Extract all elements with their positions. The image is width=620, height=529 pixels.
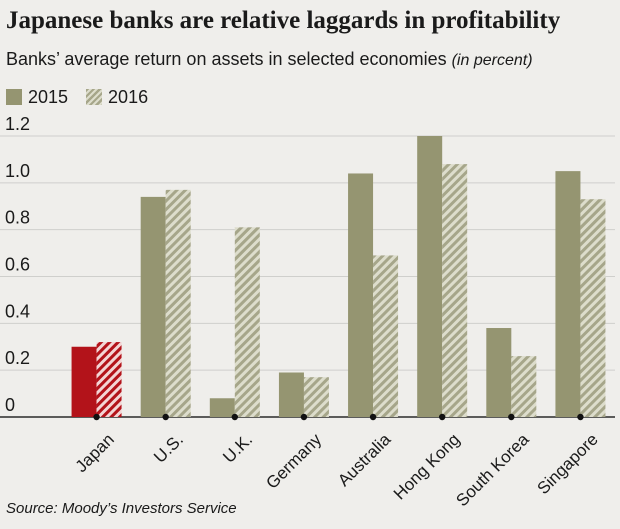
- legend-swatch-2016: [86, 89, 103, 105]
- bar-japan-2016: [96, 342, 122, 417]
- bar-australia-2016: [373, 255, 399, 417]
- legend-swatch-2015: [6, 89, 22, 105]
- legend-item-2015: 2015: [6, 86, 68, 108]
- y-tick-label: 0.2: [5, 348, 30, 368]
- bar-australia-2015: [348, 173, 374, 417]
- bar-hong-kong-2016: [442, 164, 468, 417]
- category-marker: [93, 413, 100, 421]
- legend-item-2016: 2016: [86, 86, 148, 108]
- category-markers: [93, 413, 584, 421]
- x-tick-label: U.K.: [219, 430, 256, 467]
- bars: [71, 136, 606, 417]
- y-axis-ticks: 0 0.2 0.4 0.6 0.8 1.0 1.2: [5, 114, 30, 415]
- legend-label-2016: 2016: [108, 87, 149, 107]
- category-marker: [369, 413, 377, 421]
- subtitle-text: Banks’ average return on assets in selec…: [6, 49, 447, 69]
- bar-u-s-2015: [140, 196, 166, 417]
- category-marker: [577, 413, 584, 421]
- bar-u-s-2016: [165, 189, 191, 417]
- x-tick-label: Australia: [334, 429, 395, 490]
- x-tick-label: Germany: [262, 430, 325, 493]
- y-tick-label: 1.2: [5, 114, 30, 134]
- category-marker: [162, 413, 169, 421]
- bar-singapore-2016: [580, 199, 606, 417]
- bar-germany-2015: [278, 372, 304, 417]
- y-tick-label: 0.8: [5, 208, 30, 228]
- bar-u-k-2016: [234, 227, 260, 417]
- x-tick-label: Singapore: [534, 430, 602, 498]
- x-tick-label: Hong Kong: [390, 430, 464, 504]
- y-tick-label: 0.6: [5, 255, 30, 275]
- category-marker: [438, 413, 446, 421]
- y-tick-label: 1.0: [5, 161, 30, 181]
- x-tick-label: Japan: [72, 430, 118, 476]
- x-tick-label: South Korea: [452, 429, 533, 510]
- bar-japan-2015: [71, 346, 97, 417]
- y-tick-label: 0: [5, 395, 15, 415]
- chart-legend: 2015 2016: [6, 86, 148, 108]
- subtitle-unit: (in percent): [451, 52, 533, 69]
- bar-singapore-2015: [555, 171, 581, 417]
- legend-label-2015: 2015: [28, 87, 69, 107]
- source-note: Source: Moody’s Investors Service: [6, 500, 237, 517]
- x-tick-label: U.S.: [150, 430, 187, 467]
- category-marker: [300, 413, 308, 421]
- bar-u-k-2015: [209, 398, 235, 417]
- category-marker: [508, 413, 515, 421]
- y-tick-label: 0.4: [5, 301, 30, 321]
- bar-germany-2016: [303, 377, 329, 417]
- bar-hong-kong-2015: [417, 136, 443, 417]
- chart-subtitle: Banks’ average return on assets in selec…: [6, 48, 533, 72]
- bar-south-korea-2016: [511, 356, 537, 417]
- category-marker: [231, 413, 239, 421]
- chart-title: Japanese banks are relative laggards in …: [6, 7, 561, 34]
- bar-south-korea-2015: [486, 328, 512, 417]
